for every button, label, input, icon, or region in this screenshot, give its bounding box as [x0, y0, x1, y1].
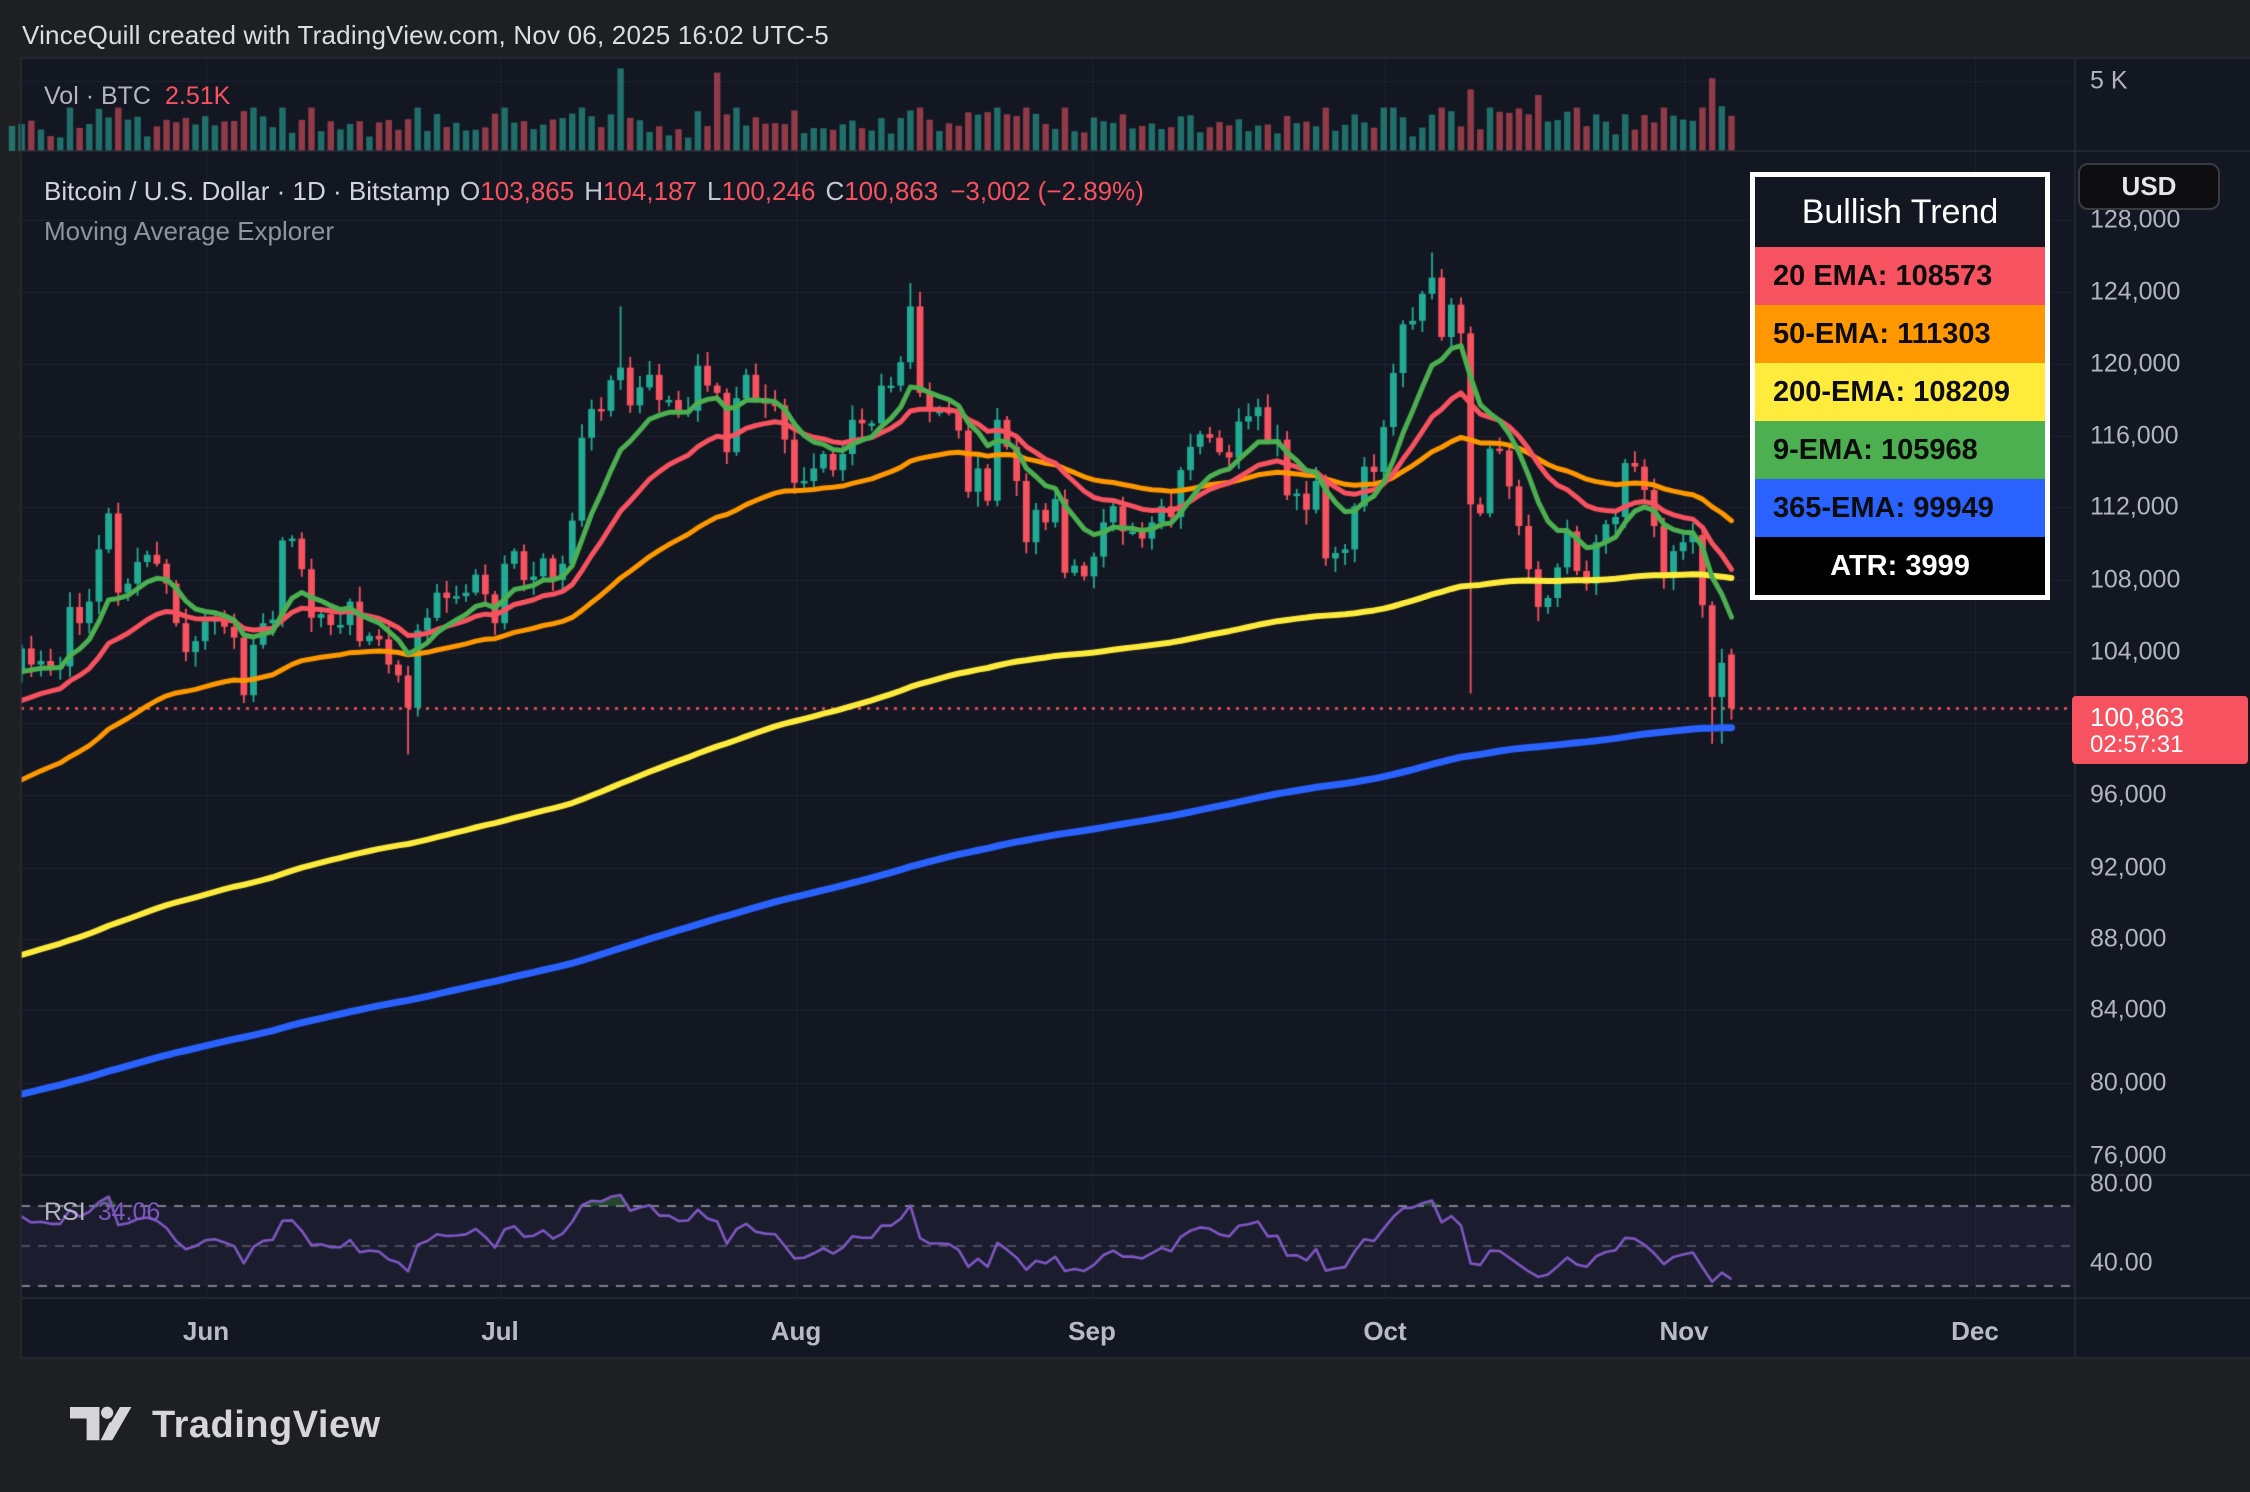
trend-legend-row: 50-EMA: 111303	[1755, 305, 2045, 363]
currency-toggle-button[interactable]: USD	[2078, 163, 2220, 210]
symbol-title: Bitcoin / U.S. Dollar · 1D · Bitstamp	[44, 176, 450, 206]
price-axis-tick: 124,000	[2090, 277, 2181, 306]
symbol-ohlc-row[interactable]: Bitcoin / U.S. Dollar · 1D · Bitstamp O10…	[44, 176, 1144, 207]
trend-legend-row: ATR: 3999	[1755, 537, 2045, 595]
close-label: C	[825, 176, 845, 206]
last-price-value: 100,863	[2090, 702, 2184, 733]
close-value: 100,863	[844, 176, 939, 206]
price-axis-tick: 108,000	[2090, 565, 2181, 594]
month-tick: Nov	[1659, 1316, 1709, 1346]
trend-legend-title: Bullish Trend	[1801, 192, 1999, 231]
high-label: H	[584, 176, 603, 206]
month-tick: Sep	[1068, 1316, 1116, 1346]
tradingview-footer[interactable]: TradingView	[70, 1396, 381, 1455]
price-axis-tick: 76,000	[2090, 1141, 2167, 1170]
trend-legend-row: 200-EMA: 108209	[1755, 363, 2045, 421]
volume-axis-tick: 5 K	[2090, 66, 2128, 95]
rsi-indicator-label[interactable]: RSI 34.06	[44, 1198, 160, 1227]
month-tick: Oct	[1363, 1316, 1407, 1346]
trend-legend-panel: Bullish Trend 20 EMA: 108573 50-EMA: 1113…	[1750, 172, 2050, 600]
rsi-value: 34.06	[97, 1198, 161, 1226]
month-tick: Jun	[182, 1316, 230, 1346]
price-axis-tick: 80,000	[2090, 1068, 2167, 1097]
open-label: O	[460, 176, 481, 206]
price-axis-tick: 104,000	[2090, 637, 2181, 666]
price-axis-tick: 84,000	[2090, 995, 2167, 1024]
open-value: 103,865	[480, 176, 575, 206]
rsi-axis-tick: 80.00	[2090, 1169, 2153, 1198]
attribution-title: VinceQuill created with TradingView.com,…	[22, 20, 829, 50]
price-axis-tick: 96,000	[2090, 780, 2167, 809]
candle-countdown: 02:57:31	[2090, 731, 2184, 759]
low-label: L	[706, 176, 722, 206]
high-value: 104,187	[603, 176, 697, 206]
price-axis-tick: 116,000	[2090, 421, 2179, 450]
price-axis-tick: 92,000	[2090, 853, 2167, 882]
price-axis-tick: 120,000	[2090, 349, 2181, 378]
price-axis-tick: 128,000	[2090, 205, 2181, 234]
low-value: 100,246	[721, 176, 816, 206]
tradingview-wordmark: TradingView	[152, 1404, 381, 1446]
trend-legend-row: 9-EMA: 105968	[1755, 421, 2045, 479]
tradingview-logo-icon	[70, 1396, 134, 1455]
month-tick: Dec	[1951, 1316, 1999, 1346]
trend-legend-row: 20 EMA: 108573	[1755, 247, 2045, 305]
month-tick: Jul	[481, 1316, 519, 1346]
volume-indicator-label[interactable]: Vol · BTC 2.51K	[44, 82, 230, 111]
last-price-badge: 100,863 02:57:31	[2072, 696, 2248, 765]
indicator-name[interactable]: Moving Average Explorer	[44, 216, 335, 246]
trend-legend-row: 365-EMA: 99949	[1755, 479, 2045, 537]
rsi-axis-tick: 40.00	[2090, 1248, 2153, 1277]
rsi-label: RSI	[44, 1198, 86, 1226]
month-tick: Aug	[770, 1316, 822, 1346]
change-value: −3,002 (−2.89%)	[950, 176, 1144, 206]
price-axis-tick: 88,000	[2090, 924, 2167, 953]
price-axis-tick: 112,000	[2090, 492, 2179, 521]
volume-label: Vol · BTC	[44, 82, 151, 110]
volume-value: 2.51K	[164, 82, 231, 110]
trend-legend-rows: 20 EMA: 108573 50-EMA: 111303 200-EMA: 108…	[1755, 247, 2045, 595]
